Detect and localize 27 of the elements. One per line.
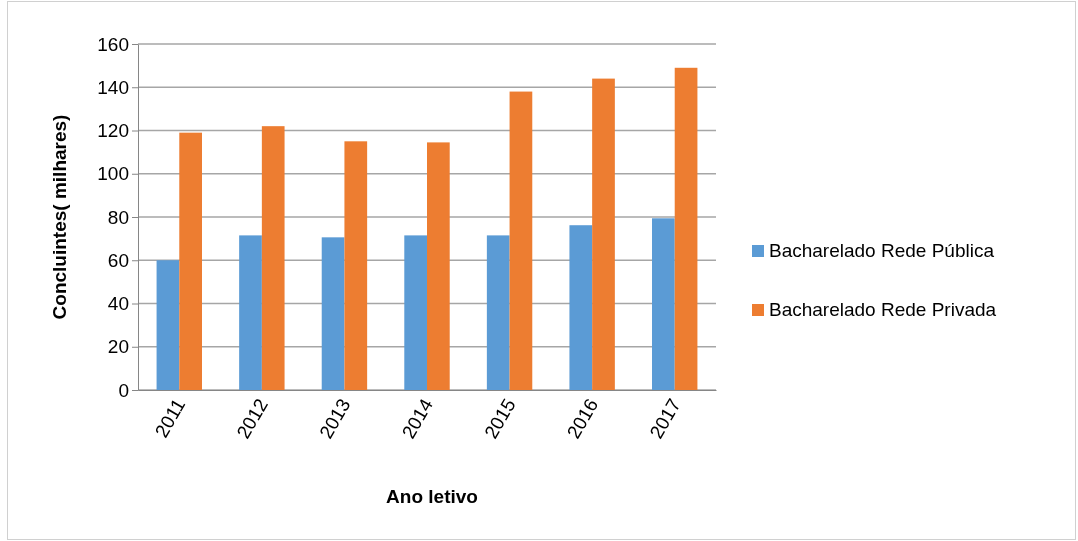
bar — [321, 237, 345, 390]
bar — [239, 235, 262, 390]
y-tick-label: 140 — [97, 76, 129, 98]
bar — [156, 260, 180, 390]
y-tick-label: 20 — [107, 336, 129, 358]
bar — [427, 142, 450, 390]
legend-label: Bacharelado Rede Privada — [769, 299, 997, 320]
y-tick-label: 0 — [118, 379, 129, 401]
bar — [652, 218, 675, 390]
x-axis-title: Ano letivo — [386, 486, 478, 507]
bar — [674, 67, 698, 390]
legend-label: Bacharelado Rede Pública — [769, 240, 995, 261]
bar — [404, 235, 427, 390]
bar — [486, 235, 510, 390]
bar — [261, 126, 285, 390]
y-tick-label: 60 — [107, 249, 129, 271]
y-axis-title: Concluintes( milhares) — [49, 114, 70, 320]
bar — [509, 91, 533, 390]
y-tick-label: 160 — [97, 33, 129, 55]
y-tick-label: 100 — [97, 163, 129, 185]
bar — [179, 132, 202, 390]
y-tick-label: 120 — [97, 120, 129, 142]
bar — [569, 225, 593, 390]
bar — [592, 78, 615, 390]
y-tick-label: 80 — [107, 206, 129, 228]
y-tick-label: 40 — [107, 293, 129, 315]
bar — [344, 141, 368, 390]
